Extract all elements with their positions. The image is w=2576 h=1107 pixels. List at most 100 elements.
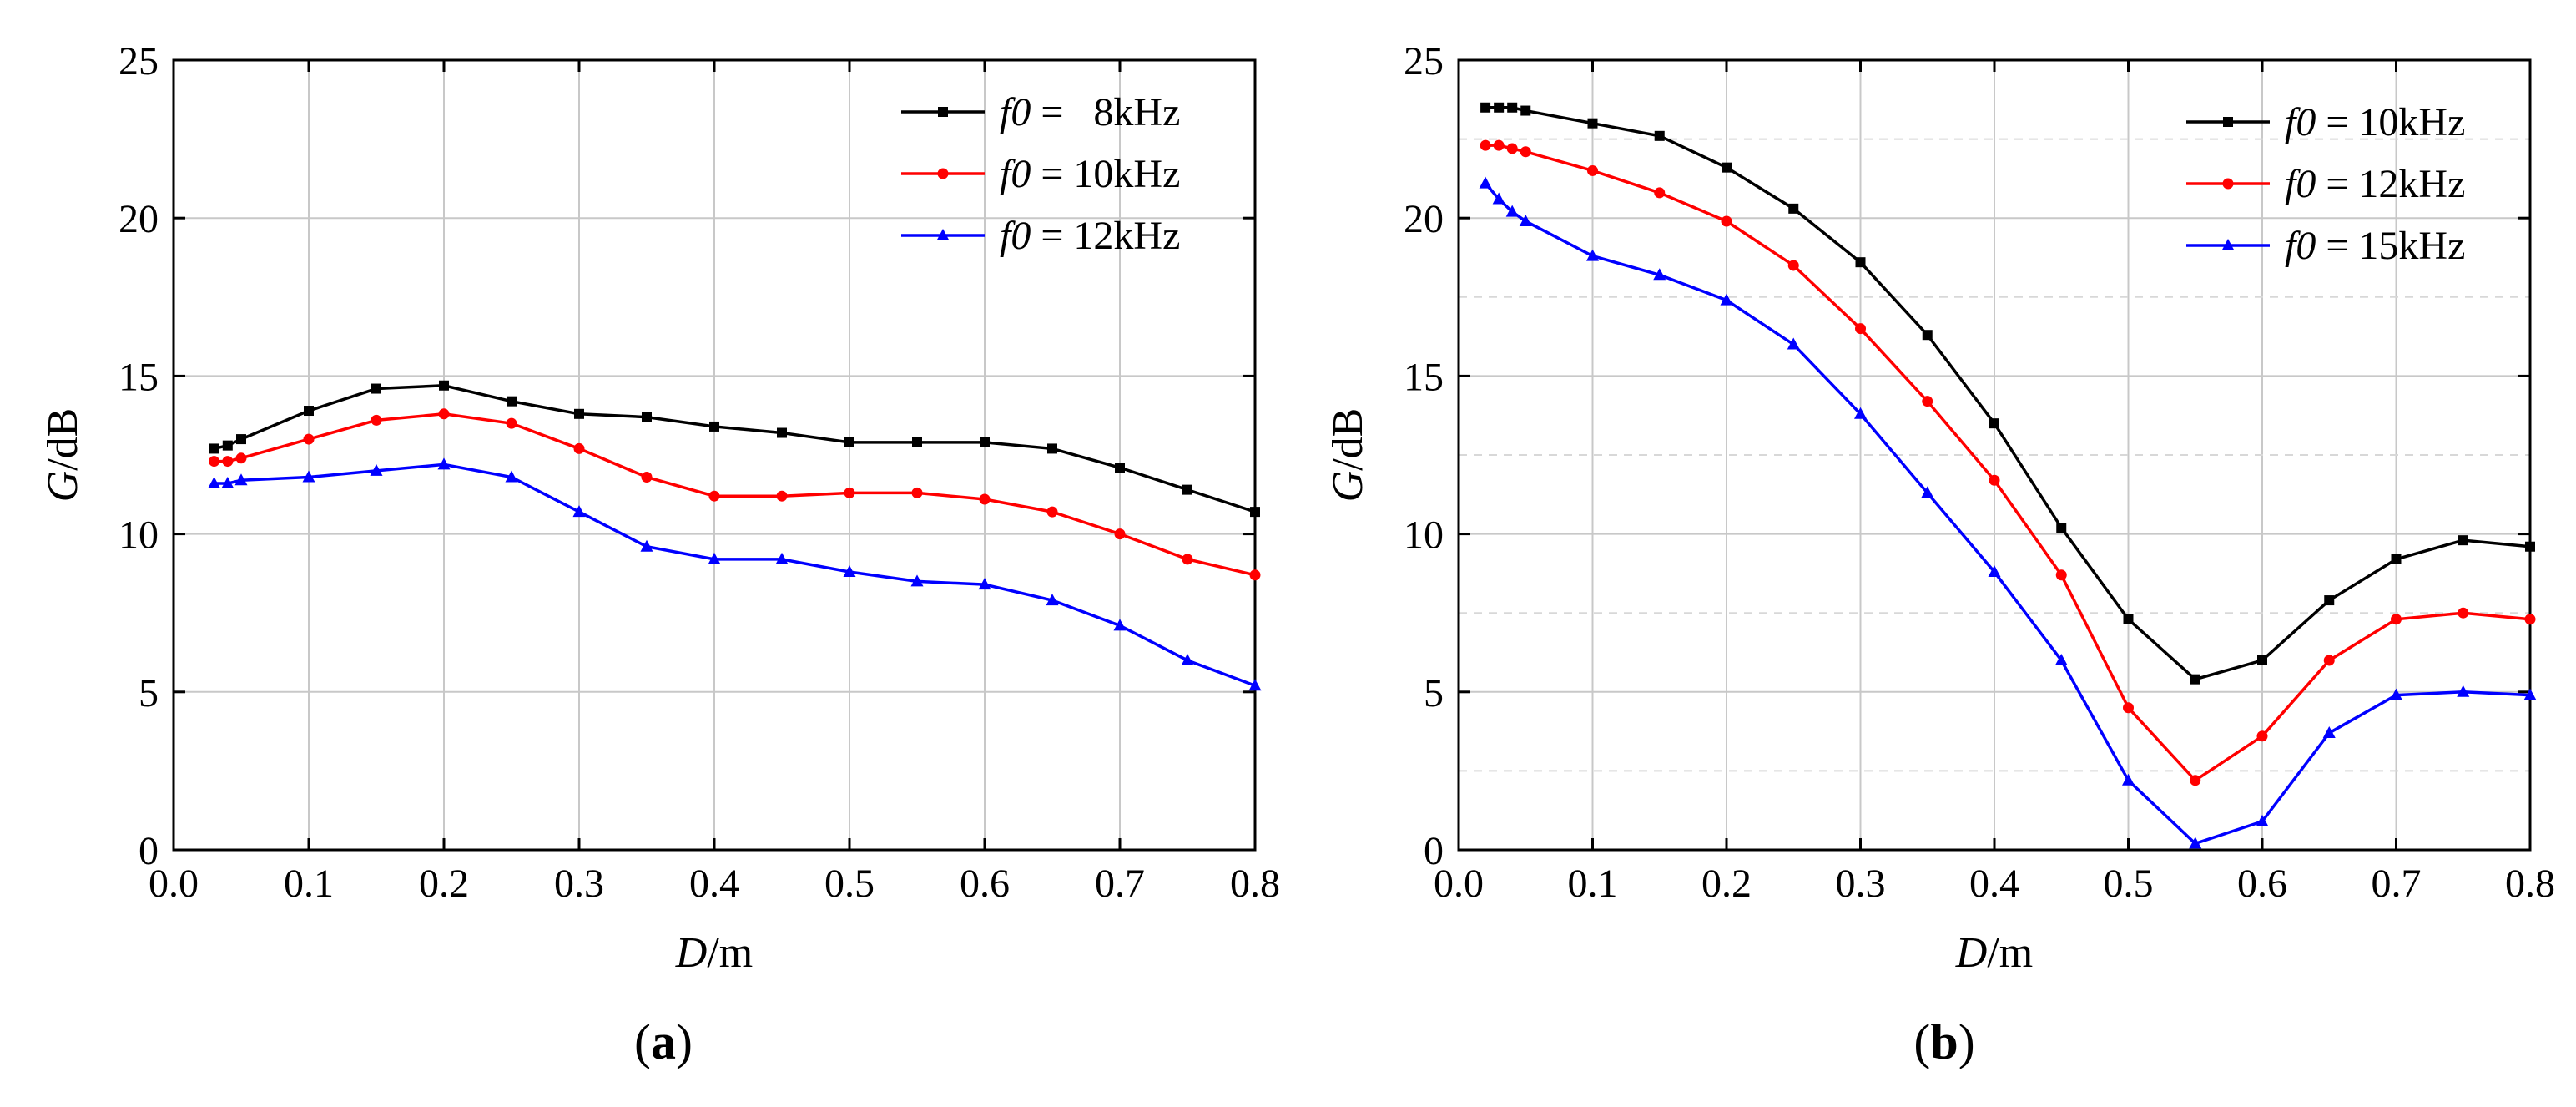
data-point-triangle [1519,214,1532,226]
data-point-square [209,443,219,454]
legend-label-var: f0 [1000,214,1031,258]
data-point-circle [1046,506,1058,518]
data-point-triangle [708,552,721,564]
data-point-triangle [437,457,451,470]
x-tick-label: 0.1 [284,862,334,906]
x-axis-label-unit: /m [1987,929,2033,977]
data-point-triangle [1479,176,1492,189]
data-point-circle [1855,323,1866,335]
x-axis-label-var: D [1955,929,1988,977]
series-line [214,383,1256,513]
legend-label-var: f0 [1000,152,1031,196]
panel-caption-letter: b [1930,1014,1958,1069]
data-point-circle [1249,569,1261,581]
data-point-square [222,440,233,451]
data-point-square [236,434,246,445]
data-point-triangle [978,578,991,590]
x-tick-label: 0.0 [1434,862,1484,906]
y-axis-label-unit: /dB [39,408,87,471]
data-point-square [439,380,449,391]
legend-label-value: = 8kHz [1031,90,1180,134]
y-tick-label: 10 [118,513,159,558]
x-tick-label: 0.2 [1701,862,1752,906]
data-point-triangle [1787,337,1800,350]
y-tick-label: 0 [139,829,159,873]
data-point-triangle [640,539,653,552]
data-point-circle [438,408,450,420]
series-1 [209,380,1260,518]
data-point-square [1788,203,1799,214]
data-point-square [2190,674,2200,685]
y-tick-label: 0 [1424,829,1444,873]
data-point-circle [979,493,991,505]
data-point-square [1047,443,1057,454]
data-point-triangle [775,552,789,564]
data-point-triangle [1653,268,1666,281]
data-point-circle [2391,614,2402,625]
data-point-circle [1114,528,1126,540]
data-point-triangle [1720,293,1733,306]
data-point-square [1654,130,1665,141]
panel-caption-open: ( [634,1014,651,1069]
data-point-square [1520,105,1531,116]
data-point-square [1587,118,1598,129]
data-point-square [1250,507,1260,518]
data-point-triangle [1492,192,1505,205]
data-point-triangle [1113,619,1127,631]
data-point-circle [776,490,788,502]
data-point-circle [1520,146,1531,158]
data-point-triangle [1505,205,1519,217]
y-tick-label: 25 [118,39,159,83]
data-point-triangle [572,505,586,518]
panel-caption-close: ) [676,1014,693,1069]
x-tick-label: 0.4 [1969,862,2019,906]
data-point-square [371,383,381,394]
data-point-square [507,396,517,407]
data-point-circle [2123,702,2134,714]
data-point-square [2257,655,2267,665]
x-tick-label: 0.6 [2237,862,2287,906]
data-point-circle [1587,164,1598,176]
data-point-circle [1721,215,1732,227]
data-point-circle [1182,554,1193,565]
data-point-triangle [302,470,315,483]
chart-panel-a: 0.0 0.1 0.2 0.3 0.4 0.5 0.6 0.7 0.8 0 5 10 15 20 25 D/m… [39,39,1280,1069]
y-tick-label: 10 [1404,513,1444,558]
legend-label-var: f0 [2285,224,2316,268]
data-point-square [2324,595,2335,606]
data-point-square [642,412,652,422]
data-point-circle [573,442,585,454]
data-point-circle [911,487,923,498]
data-point-circle [1506,143,1518,154]
data-point-circle [1787,260,1799,271]
legend-label-value: = 15kHz [2316,224,2465,268]
legend-label: f0 = 12kHz [2285,162,2465,206]
data-point-triangle [2390,688,2402,700]
data-point-square [1182,484,1192,495]
y-axis-label-var: G [1324,471,1372,503]
x-tick-label: 0.4 [689,862,739,906]
data-point-circle [303,433,315,445]
y-tick-label: 20 [118,197,159,241]
data-point-circle [641,471,653,483]
data-point-square [1989,418,1999,429]
legend-label-value: = 10kHz [1031,152,1180,196]
legend-label-value: = 12kHz [1031,214,1180,258]
x-tick-label: 0.7 [2372,862,2422,906]
data-point-square [2056,523,2067,533]
x-tick-label: 0.3 [554,862,604,906]
data-point-circle [1654,187,1666,199]
data-point-square [709,421,719,432]
data-point-circle [1989,474,2000,486]
legend-label: f0 = 10kHz [2285,100,2465,144]
series-3 [208,457,1262,691]
data-point-circle [2323,655,2335,666]
x-tick-label: 0.5 [824,862,875,906]
data-point-square [2525,541,2535,552]
x-tick-label: 0.7 [1095,862,1145,906]
x-tick-label: 0.8 [2505,862,2555,906]
data-point-triangle [1046,594,1059,606]
series-line [1484,182,2531,846]
